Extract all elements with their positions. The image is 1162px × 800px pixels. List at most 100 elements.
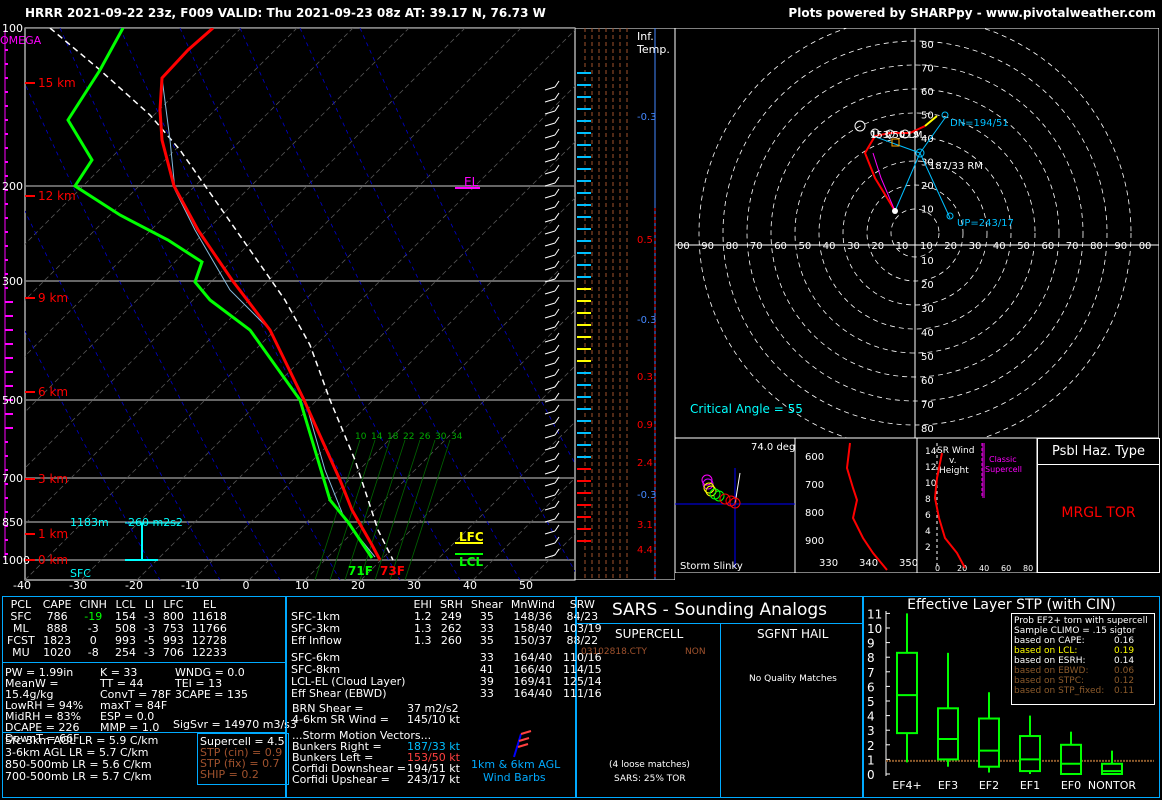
lapse-rate: 3-6km AGL LR = 5.7 C/km xyxy=(5,746,149,759)
sars-title: SARS - Sounding Analogs xyxy=(611,600,828,620)
stp-y-tick-8: 8 xyxy=(867,651,875,665)
kinematic-cell: 125/14 xyxy=(562,675,602,688)
kinematic-row: SFC-6km 33 164/40 110/16 xyxy=(287,652,606,664)
thermo-cell: -8 xyxy=(87,646,99,659)
kinematic-cell: 33 xyxy=(479,687,494,700)
hodo-x-tick-3: 70 xyxy=(750,241,763,252)
kinematic-cell xyxy=(409,664,435,676)
hodo-ring-top-70: 70 xyxy=(921,64,934,75)
kinematic-cell: LCL-EL (Cloud Layer) xyxy=(291,675,406,688)
stp-legend-value: 0.16 xyxy=(1114,636,1135,646)
temperature-trace xyxy=(158,28,382,561)
stp-legend-subtitle: Sample CLIMO = .15 sigtor xyxy=(1014,626,1136,636)
kinematic-cell: 39 xyxy=(479,675,494,688)
mixing-ratio-label-10: 10 xyxy=(355,432,367,442)
storm-motion-row: Bunkers Left = 153/50 kt xyxy=(292,752,460,763)
hodo-ring-top-40: 40 xyxy=(921,134,934,145)
stp-legend-label: based on STPC: xyxy=(1014,676,1085,686)
stp-legend-label: based on STP_fixed: xyxy=(1014,686,1105,696)
hodo-x-tick-14: 50 xyxy=(1017,241,1030,252)
sars-hail-header: SGFNT HAIL xyxy=(757,627,829,641)
stp-box-EF0 xyxy=(1060,743,1082,776)
height-label-5: 1 km xyxy=(38,527,68,541)
sr-wind-y-tick-2: 2 xyxy=(925,543,931,553)
hodo-ring-bottom-10: 10 xyxy=(921,256,934,267)
thermo-index: LowRH = 94% xyxy=(5,699,84,712)
hodo-ring-top-60: 60 xyxy=(921,87,934,98)
chart-header-credit: Plots powered by SHARPpy - www.pivotalwe… xyxy=(788,6,1156,20)
sr-wind-x-tick-2: 40 xyxy=(979,564,989,573)
hodo-x-tick-6: 40 xyxy=(823,241,836,252)
hodograph-trace xyxy=(863,125,926,212)
kinematic-cell: 260 xyxy=(440,634,462,647)
possible-hazard-panel: Psbl Haz. Type MRGL TOR xyxy=(1037,438,1160,573)
sr-wind-title-3: Height xyxy=(939,466,969,476)
hodo-x-tick-0: 00 xyxy=(677,241,690,252)
inf-temp-value-8: 4.4 xyxy=(637,545,653,556)
height-label-2: 9 km xyxy=(38,291,68,305)
thermo-header: CINH xyxy=(79,598,107,611)
stp-legend-title: Prob EF2+ torn with supercell xyxy=(1014,616,1148,626)
possible-hazard-value: MRGL TOR xyxy=(1061,505,1136,521)
sars-match-id: 03102818.CTY xyxy=(581,647,647,657)
sr-wind-title-1: SR Wind xyxy=(937,446,974,456)
kinematic-cell: 84/23 xyxy=(566,610,599,623)
temp-tick-4: 0 xyxy=(243,579,250,592)
hodo-x-tick-10: 10 xyxy=(920,241,933,252)
thermo-cell: -5 xyxy=(143,634,155,647)
hodo-x-tick-15: 60 xyxy=(1042,241,1055,252)
sr-wind-y-tick-14: 14 xyxy=(925,447,937,457)
hodograph-panel: 80 70 60 50 40 30 20 10 10 20 30 40 50 60 70 80 00 90 80 70… xyxy=(675,28,1159,438)
kinematic-cell: 262 xyxy=(440,622,462,635)
kinematic-cell: 1.3 xyxy=(413,634,432,647)
thermo-index: WNDG = 0.0 xyxy=(175,666,245,679)
temp-tick-0: -40 xyxy=(13,579,31,592)
stp-y-tick-10: 10 xyxy=(867,622,882,636)
thermo-cell: 800 xyxy=(162,610,184,623)
stp-legend-value: 0.14 xyxy=(1114,656,1135,666)
hodo-ring-bottom-20: 20 xyxy=(921,280,934,291)
sars-no-quality: No Quality Matches xyxy=(749,674,837,684)
sfc-temp-label: 73F xyxy=(380,564,405,578)
height-label-6: 0 km xyxy=(38,553,68,567)
stp-y-tick-4: 4 xyxy=(867,710,875,724)
inf-temp-value-0: -0.3 xyxy=(637,112,657,123)
mixing-ratio-label-30: 30 xyxy=(435,432,447,442)
eff-inflow-top-label: 1183m xyxy=(70,516,109,529)
sr-wind-x-tick-1: 20 xyxy=(957,564,967,573)
thermo-index: DCAPE = 226 xyxy=(5,721,80,734)
stp-legend-label: based on ESRH: xyxy=(1014,656,1086,666)
temp-tick-3: -10 xyxy=(181,579,199,592)
thermo-cell: 12728 xyxy=(191,634,227,647)
hodo-ring-bottom-70: 70 xyxy=(921,400,934,411)
inf-temp-panel: Inf. Temp. -0.3 0.5 -0.3 0.3 0.9 -0.3 2.4 3.1 4.… xyxy=(575,28,675,580)
barb-label-1: 1km & 6km AGL xyxy=(471,758,561,771)
kinematic-cell: 33 xyxy=(479,651,494,664)
storm-motion-value: 187/33 kt xyxy=(407,740,460,753)
kinematic-cell: 166/40 xyxy=(513,663,553,676)
kinematic-cell: 114/15 xyxy=(562,663,602,676)
hodo-point-label-6: 6 xyxy=(899,130,905,140)
sr-wind-x-tick-3: 60 xyxy=(1001,564,1011,573)
sr-wind-y-tick-8: 8 xyxy=(925,495,931,505)
lapse-rate: Sfc-3km AGL LR = 5.9 C/km xyxy=(5,734,159,747)
thermo-cell: 508 xyxy=(114,622,136,635)
thermo-cell: 1020 xyxy=(43,646,72,659)
thermo-row: ML 888 -3 508 -3 753 11766 xyxy=(3,623,231,635)
sr-wind-y-tick-4: 4 xyxy=(925,527,931,537)
thermo-cell: 11766 xyxy=(191,622,227,635)
pressure-label-200: 200 xyxy=(2,180,23,193)
sr-wind-x-tick-0: 0 xyxy=(935,564,940,573)
brn-shear-value: 37 m2/s2 xyxy=(407,702,459,715)
lcl-label: LCL xyxy=(459,555,483,569)
brn-shear-label: BRN Shear = xyxy=(292,702,364,715)
stp-category-EF0: EF0 xyxy=(1061,779,1081,792)
thermo-index: TEI = 13 xyxy=(175,677,223,690)
stp-legend-label: based on LCL: xyxy=(1014,646,1078,656)
thermo-header: LFC xyxy=(163,598,184,611)
stp-legend-row: based on ESRH: 0.14 xyxy=(1014,656,1152,666)
thermo-cell: -3 xyxy=(87,622,99,635)
height-label-1: 12 km xyxy=(38,189,76,203)
thermo-panel: PCL CAPE CINH LCL LI LFC EL SFC 786 -19 154 -3 800 1… xyxy=(2,596,297,798)
